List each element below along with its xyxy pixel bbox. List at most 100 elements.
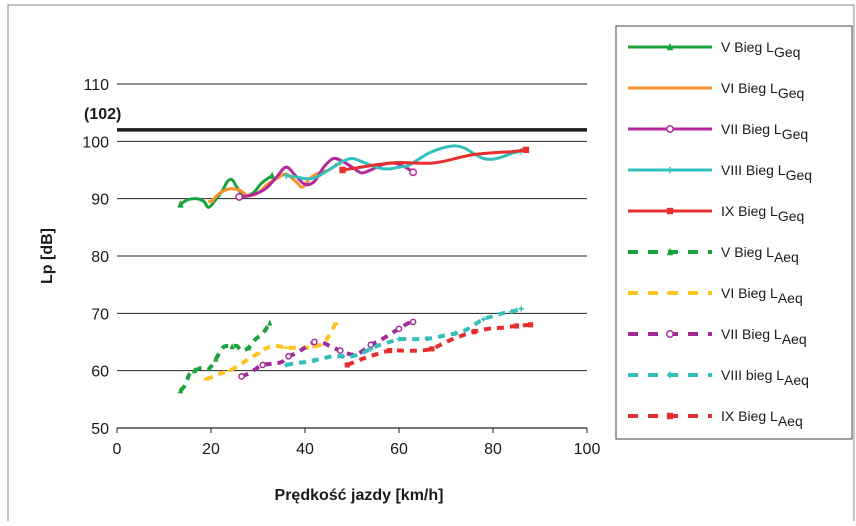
data-point-marker bbox=[509, 309, 515, 315]
data-point-marker bbox=[344, 362, 350, 368]
legend-label-text: VI Bieg L bbox=[721, 80, 778, 96]
legend-box bbox=[615, 25, 853, 440]
y-tick-label: 90 bbox=[91, 192, 109, 209]
data-point-marker bbox=[396, 336, 402, 342]
legend-label-subscript: Aeq bbox=[784, 372, 809, 388]
legend-label: VI Bieg LAeq bbox=[721, 285, 803, 306]
x-tick-label: 20 bbox=[202, 441, 220, 458]
data-point-marker bbox=[311, 345, 317, 348]
data-point-marker bbox=[387, 348, 393, 354]
legend-item: V Bieg LGeq bbox=[628, 39, 800, 60]
data-point-marker bbox=[666, 86, 674, 90]
legend-label-text: VIII Bieg L bbox=[721, 162, 786, 178]
data-point-marker bbox=[395, 325, 403, 333]
legend-label-subscript: Geq bbox=[778, 85, 804, 101]
series-line bbox=[179, 174, 273, 209]
legend-label-subscript: Geq bbox=[778, 208, 804, 224]
legend-label-text: VIII bieg L bbox=[721, 367, 784, 383]
x-tick-label: 100 bbox=[574, 441, 601, 458]
data-point-marker bbox=[191, 367, 198, 374]
y-tick-label: 50 bbox=[91, 421, 109, 438]
series-line bbox=[205, 322, 338, 382]
x-axis-title: Prędkość jazdy [km/h] bbox=[275, 487, 444, 504]
legend-item: VI Bieg LAeq bbox=[628, 285, 803, 306]
data-point-marker bbox=[666, 412, 674, 420]
data-point-marker bbox=[518, 306, 524, 312]
y-axis-title: Lp [dB] bbox=[39, 228, 56, 284]
legend-item: VIII bieg LAeq bbox=[628, 367, 809, 388]
data-point-marker bbox=[283, 362, 289, 368]
series-line bbox=[342, 148, 527, 172]
legend-item: V Bieg LAeq bbox=[628, 244, 799, 265]
data-point-marker bbox=[267, 319, 273, 326]
data-point-marker bbox=[311, 357, 317, 363]
legend-label-text: VI Bieg L bbox=[721, 285, 778, 301]
data-point-marker bbox=[528, 322, 534, 328]
data-point-marker bbox=[246, 344, 252, 351]
series-7 bbox=[203, 322, 339, 382]
legend-label: VII Bieg LGeq bbox=[721, 121, 808, 142]
data-point-marker bbox=[666, 247, 674, 256]
data-point-marker bbox=[666, 166, 674, 174]
y-tick-label: 110 bbox=[83, 77, 109, 94]
series-9 bbox=[283, 306, 524, 368]
data-point-marker bbox=[332, 322, 339, 325]
y-tick-label: 70 bbox=[91, 306, 109, 323]
x-tick-label: 80 bbox=[484, 441, 502, 458]
x-tick-label: 60 bbox=[390, 441, 408, 458]
legend-label: VIII Bieg LGeq bbox=[721, 162, 812, 183]
data-point-marker bbox=[283, 346, 289, 349]
data-point-marker bbox=[429, 346, 435, 352]
legend-label: VII Bieg LAeq bbox=[721, 326, 807, 347]
data-point-marker bbox=[471, 329, 477, 335]
data-point-marker bbox=[368, 346, 374, 352]
data-point-marker bbox=[340, 353, 346, 359]
legend-label-text: V Bieg L bbox=[721, 39, 774, 55]
data-point-marker bbox=[666, 125, 674, 133]
legend-item: IX Bieg LAeq bbox=[628, 408, 803, 429]
data-point-marker bbox=[283, 172, 290, 179]
legend-label-subscript: Aeq bbox=[778, 290, 803, 306]
legend-label: VIII bieg LAeq bbox=[721, 367, 809, 388]
legend-label-subscript: Geq bbox=[774, 44, 800, 60]
x-tick-label: 40 bbox=[296, 441, 314, 458]
data-point-marker bbox=[259, 361, 267, 369]
data-point-marker bbox=[311, 338, 318, 346]
legend-label: V Bieg LGeq bbox=[721, 39, 800, 60]
data-point-marker bbox=[666, 371, 674, 379]
legend-label-subscript: Aeq bbox=[778, 413, 803, 429]
legend-item: VIII Bieg LGeq bbox=[628, 162, 812, 183]
y-tick-label: 60 bbox=[91, 364, 109, 381]
data-point-marker bbox=[522, 146, 530, 154]
legend-label: VI Bieg LGeq bbox=[721, 80, 804, 101]
legend-label: IX Bieg LAeq bbox=[721, 408, 803, 429]
data-point-marker bbox=[255, 352, 261, 355]
legend-label-text: IX Bieg L bbox=[721, 408, 778, 424]
data-point-marker bbox=[235, 192, 244, 201]
data-point-marker bbox=[268, 171, 276, 179]
data-point-marker bbox=[177, 200, 184, 208]
legend-label-subscript: Geq bbox=[782, 126, 808, 142]
series-1 bbox=[177, 171, 276, 209]
data-point-marker bbox=[513, 323, 520, 329]
series-line bbox=[346, 322, 531, 367]
series-line bbox=[286, 144, 522, 181]
data-point-marker bbox=[666, 42, 674, 51]
data-point-marker bbox=[666, 207, 674, 215]
series-6 bbox=[177, 319, 273, 394]
data-point-marker bbox=[452, 330, 458, 336]
data-point-marker bbox=[177, 387, 184, 394]
series-10 bbox=[344, 322, 534, 368]
legend-item: VII Bieg LAeq bbox=[628, 326, 807, 347]
series-5 bbox=[339, 146, 530, 174]
legend-label-text: VII Bieg L bbox=[721, 326, 782, 342]
legend-item: VI Bieg LGeq bbox=[628, 80, 804, 101]
data-point-marker bbox=[227, 369, 233, 372]
legend-label-text: IX Bieg L bbox=[721, 203, 778, 219]
data-point-marker bbox=[666, 330, 674, 338]
data-point-marker bbox=[666, 291, 674, 295]
data-point-marker bbox=[229, 342, 235, 350]
